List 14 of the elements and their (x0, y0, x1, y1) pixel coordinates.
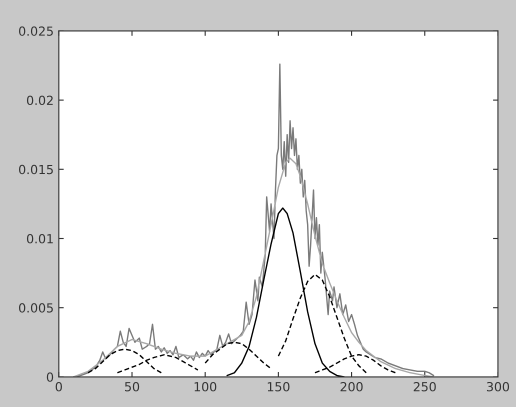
y-tick-label: 0.015 (19, 164, 53, 174)
x-tick-label: 200 (340, 382, 363, 392)
line-series (72, 158, 434, 377)
x-tick-label: 50 (125, 382, 140, 392)
x-tick-label: 150 (268, 382, 290, 392)
y-tick-label: 0.025 (19, 26, 53, 36)
y-tick-label: 0 (46, 372, 54, 382)
y-tick-label: 0.02 (26, 96, 53, 106)
x-tick-label: 300 (486, 382, 510, 392)
y-tick-label: 0.01 (26, 234, 53, 244)
y-tick-label: 0.005 (19, 303, 53, 313)
x-tick-label: 250 (414, 382, 436, 392)
x-tick-label: 0 (56, 382, 62, 392)
x-tick-label: 100 (194, 382, 216, 392)
